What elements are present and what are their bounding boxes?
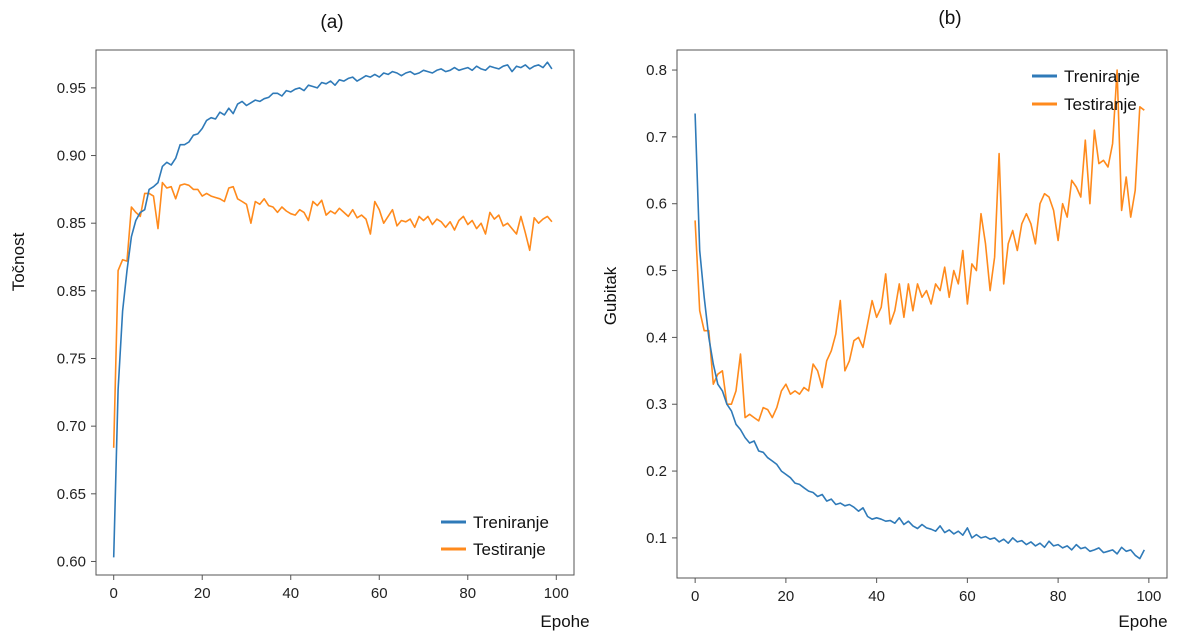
y-tick-label: 0.2 (646, 463, 667, 480)
y-tick-label: 0.7 (646, 129, 667, 146)
panel-a-series (112, 61, 553, 558)
x-tick-label: 0 (110, 585, 118, 602)
legend-label-treniranje: Treniranje (1064, 67, 1140, 86)
y-tick-label: 0.8 (646, 62, 667, 79)
y-tick-label: 0.6 (646, 196, 667, 213)
y-tick-label: 0.90 (57, 148, 86, 165)
panel-b-plot-frame (676, 49, 1168, 579)
x-tick-label: 100 (1136, 588, 1161, 605)
panel-b-legend: Treniranje Testiranje (1032, 67, 1140, 114)
series-line-testiranje (694, 69, 1145, 422)
series-line-testiranje (112, 181, 553, 448)
y-tick-label: 0.3 (646, 396, 667, 413)
x-tick-label: 0 (691, 588, 699, 605)
y-tick-label: 0.1 (646, 530, 667, 547)
x-tick-label: 60 (959, 588, 976, 605)
x-tick-label: 80 (1050, 588, 1067, 605)
panel-a-title: (a) (320, 12, 343, 33)
y-tick-label: 0.65 (57, 486, 86, 503)
legend-label-testiranje: Testiranje (1064, 95, 1137, 114)
panel-b-ticks: 0 20 40 60 80 100 0.1 0.2 0.3 0.4 0.5 0.6 0.7 0.8 (646, 62, 1161, 605)
y-tick-label: 0.95 (57, 80, 86, 97)
y-tick-label: 0.4 (646, 329, 667, 346)
y-tick-label: 0.85 (57, 283, 86, 300)
panel-b-loss-chart: (b) Gubitak Epohe 0 20 40 60 80 1000.10.20.30… (601, 8, 1168, 631)
panel-b-title: (b) (938, 8, 961, 29)
panel-b-ylabel: Gubitak (601, 266, 620, 325)
x-tick-label: 40 (282, 585, 299, 602)
panel-a-legend: Treniranje Testiranje (441, 513, 549, 559)
panel-b-xlabel: Epohe (1118, 612, 1167, 631)
legend-label-treniranje: Treniranje (473, 513, 549, 532)
panel-b-series (694, 69, 1146, 560)
x-tick-label: 20 (778, 588, 795, 605)
y-tick-label: 0.60 (57, 553, 86, 570)
x-tick-label: 60 (371, 585, 388, 602)
y-tick-label: 0.85 (57, 215, 86, 232)
y-tick-label: 0.70 (57, 418, 86, 435)
y-tick-label: 0.75 (57, 351, 86, 368)
x-tick-label: 80 (459, 585, 476, 602)
x-tick-label: 40 (868, 588, 885, 605)
series-line-treniranje (112, 61, 553, 558)
panel-a-ylabel: Točnost (9, 232, 28, 291)
panel-a-plot-frame (95, 49, 575, 576)
panel-a-accuracy-chart: (a) Točnost Epohe 0 20 40 60 80 100 0.60 0.65 0.… (9, 12, 590, 631)
series-line-treniranje (694, 113, 1146, 560)
y-tick-label: 0.5 (646, 263, 667, 280)
x-tick-label: 100 (544, 585, 569, 602)
x-tick-label: 20 (194, 585, 211, 602)
panel-a-xlabel: Epohe (540, 612, 589, 631)
legend-label-testiranje: Testiranje (473, 540, 546, 559)
panel-a-ticks: 0 20 40 60 80 100 0.60 0.65 0.70 0.75 0.85 0.85 0.90… (57, 80, 569, 602)
